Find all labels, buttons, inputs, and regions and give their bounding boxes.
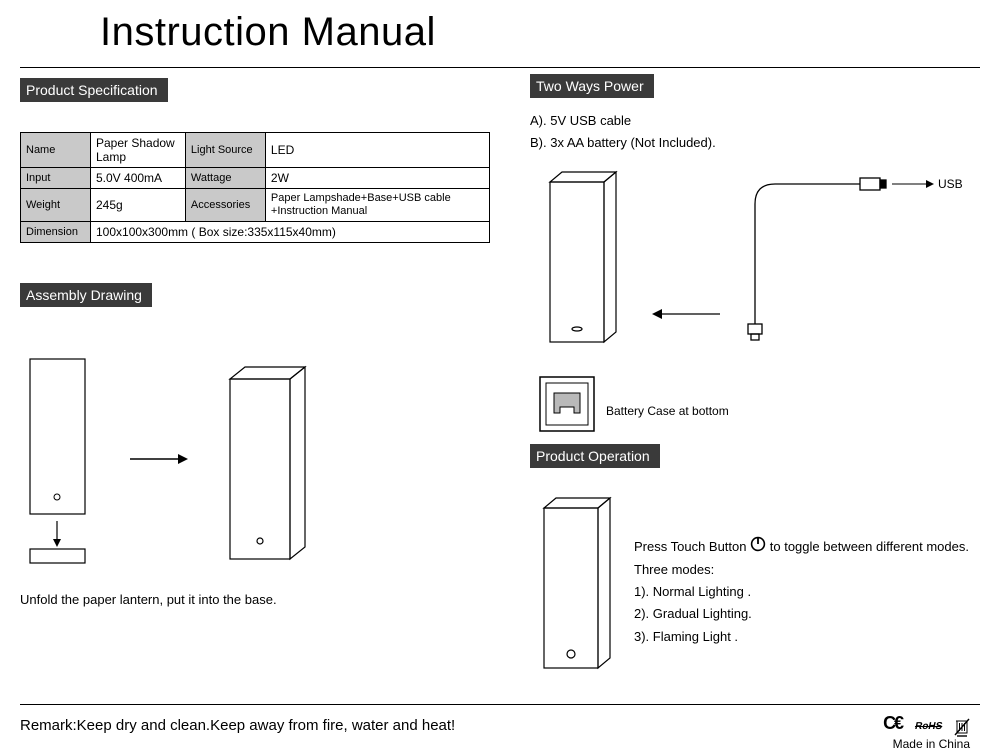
operation-mode-3: 3). Flaming Light . <box>634 626 969 648</box>
assembly-drawing <box>20 349 500 584</box>
divider-bottom <box>20 704 980 705</box>
footer-icons: C€ RoHS Made in China <box>883 713 970 751</box>
spec-acc-value: Paper Lampshade+Base+USB cable +Instruct… <box>265 189 489 222</box>
divider-top <box>20 67 980 68</box>
battery-drawing: Battery Case at bottom <box>530 369 970 444</box>
power-line-a: A). 5V USB cable <box>530 110 970 132</box>
assembly-header: Assembly Drawing <box>20 283 152 307</box>
svg-text:Battery Case at bottom: Battery Case at bottom <box>606 404 729 418</box>
spec-header: Product Specification <box>20 78 168 102</box>
operation-drawing <box>530 490 620 685</box>
power-drawing: USB <box>530 164 970 369</box>
footer-remark: Remark:Keep dry and clean.Keep away from… <box>20 717 980 734</box>
spec-light-value: LED <box>265 133 489 168</box>
made-in-china: Made in China <box>883 737 970 751</box>
spec-weight-label: Weight <box>21 189 91 222</box>
spec-weight-value: 245g <box>91 189 186 222</box>
spec-acc-label: Accessories <box>185 189 265 222</box>
operation-mode-1: 1). Normal Lighting . <box>634 581 969 603</box>
spec-dim-label: Dimension <box>21 222 91 243</box>
operation-mode-2: 2). Gradual Lighting. <box>634 603 969 625</box>
table-row: Dimension 100x100x300mm ( Box size:335x1… <box>21 222 490 243</box>
spec-watt-label: Wattage <box>185 168 265 189</box>
spec-dim-value: 100x100x300mm ( Box size:335x115x40mm) <box>91 222 490 243</box>
spec-watt-value: 2W <box>265 168 489 189</box>
page-title: Instruction Manual <box>100 10 980 55</box>
spec-input-value: 5.0V 400mA <box>91 168 186 189</box>
spec-input-label: Input <box>21 168 91 189</box>
assembly-caption: Unfold the paper lantern, put it into th… <box>20 592 500 607</box>
power-icon <box>750 536 766 559</box>
spec-table: Name Paper Shadow Lamp Light Source LED … <box>20 132 490 243</box>
table-row: Input 5.0V 400mA Wattage 2W <box>21 168 490 189</box>
ce-icon: C€ <box>883 713 902 733</box>
table-row: Weight 245g Accessories Paper Lampshade+… <box>21 189 490 222</box>
power-header: Two Ways Power <box>530 74 654 98</box>
usb-label: USB <box>938 177 963 191</box>
spec-name-value: Paper Shadow Lamp <box>91 133 186 168</box>
operation-header: Product Operation <box>530 444 660 468</box>
spec-name-label: Name <box>21 133 91 168</box>
table-row: Name Paper Shadow Lamp Light Source LED <box>21 133 490 168</box>
spec-light-label: Light Source <box>185 133 265 168</box>
power-line-b: B). 3x AA battery (Not Included). <box>530 132 970 154</box>
rohs-icon: RoHS <box>914 721 944 732</box>
weee-icon <box>954 717 970 735</box>
operation-press: Press Touch Button to toggle between dif… <box>634 536 969 559</box>
operation-three: Three modes: <box>634 559 969 581</box>
